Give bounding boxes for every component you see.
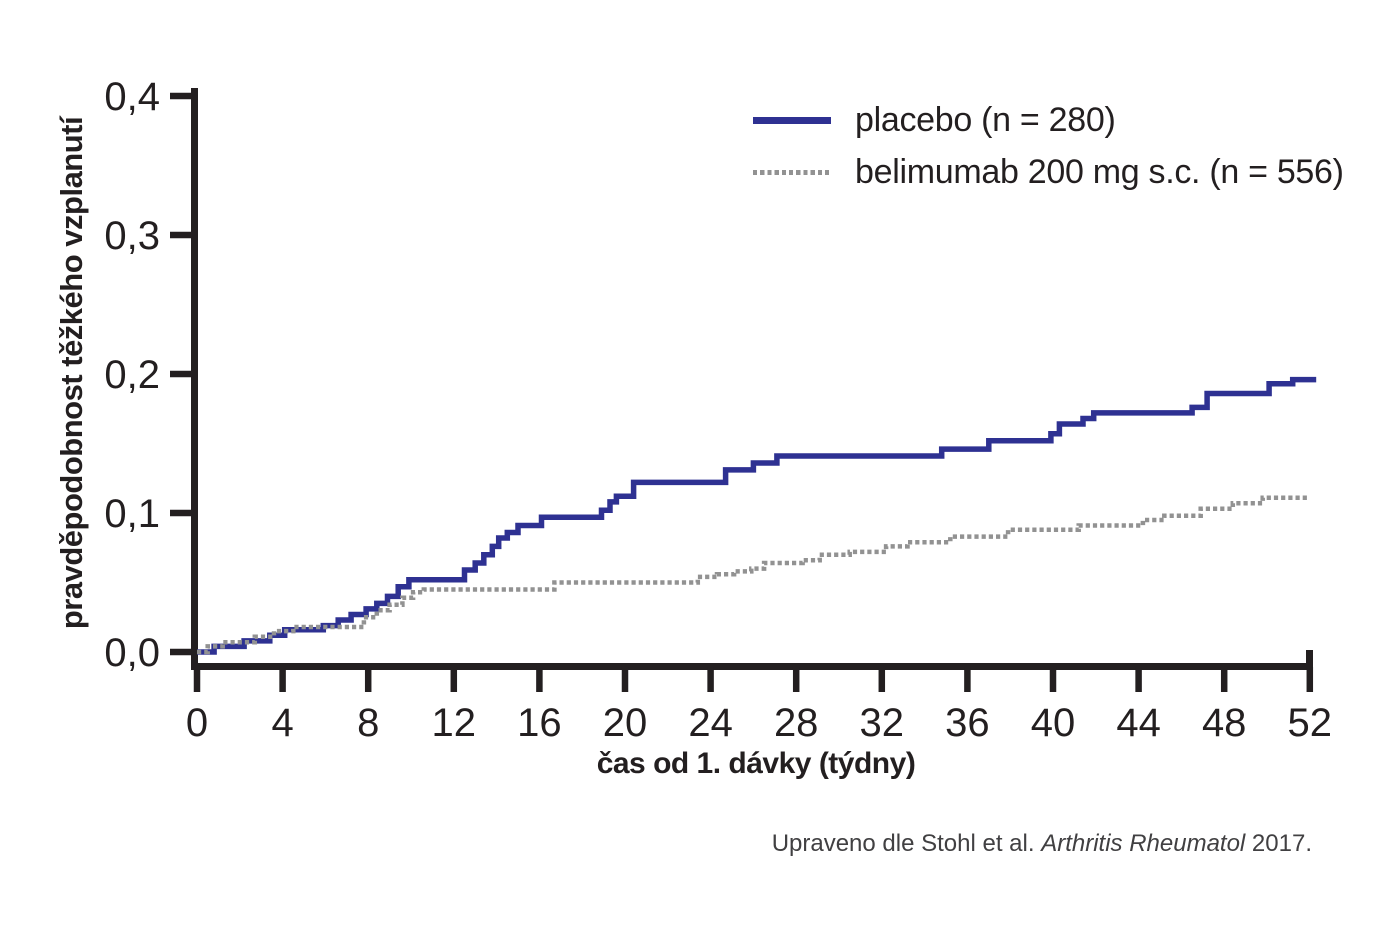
y-tick-label: 0,2 [104, 353, 160, 397]
x-tick-label: 12 [432, 701, 477, 745]
belimumab-line-swatch [753, 169, 831, 175]
x-tick-label: 28 [774, 701, 819, 745]
x-tick-label: 52 [1288, 701, 1333, 745]
x-tick-label: 44 [1116, 701, 1161, 745]
x-tick-label: 48 [1202, 701, 1247, 745]
legend-item-belimumab: belimumab 200 mg s.c. (n = 556) [753, 146, 1344, 198]
y-tick-label: 0,3 [104, 214, 160, 258]
caption-journal: Arthritis Rheumatol [1041, 830, 1246, 857]
y-axis-title: pravděpodobnost těžkého vzplanutí [54, 116, 89, 630]
belimumab-curve [197, 495, 1310, 655]
caption-prefix: Upraveno dle Stohl et al. [771, 830, 1042, 857]
legend-item-placebo: placebo (n = 280) [753, 94, 1344, 146]
x-tick-label: 4 [271, 701, 293, 745]
y-tick-label: 0,4 [104, 75, 160, 119]
x-axis-title: čas od 1. dávky (týdny) [596, 747, 916, 780]
x-tick-label: 36 [945, 701, 990, 745]
y-tick-label: 0,1 [104, 492, 160, 536]
x-tick-label: 32 [860, 701, 905, 745]
legend-label-placebo: placebo (n = 280) [855, 100, 1116, 139]
y-tick-label: 0,0 [104, 631, 160, 675]
legend-label-belimumab: belimumab 200 mg s.c. (n = 556) [855, 152, 1344, 191]
caption-suffix: 2017. [1245, 830, 1312, 857]
placebo-curve [197, 376, 1317, 655]
x-tick-label: 8 [357, 701, 379, 745]
x-tick-label: 24 [688, 701, 733, 745]
legend: placebo (n = 280) belimumab 200 mg s.c. … [753, 94, 1344, 198]
x-tick-label: 40 [1031, 701, 1076, 745]
x-tick-label: 20 [603, 701, 648, 745]
x-tick-label: 16 [517, 701, 562, 745]
x-tick-label: 0 [186, 701, 208, 745]
placebo-line-swatch [753, 116, 831, 124]
source-caption: Upraveno dle Stohl et al. Arthritis Rheu… [772, 830, 1312, 858]
